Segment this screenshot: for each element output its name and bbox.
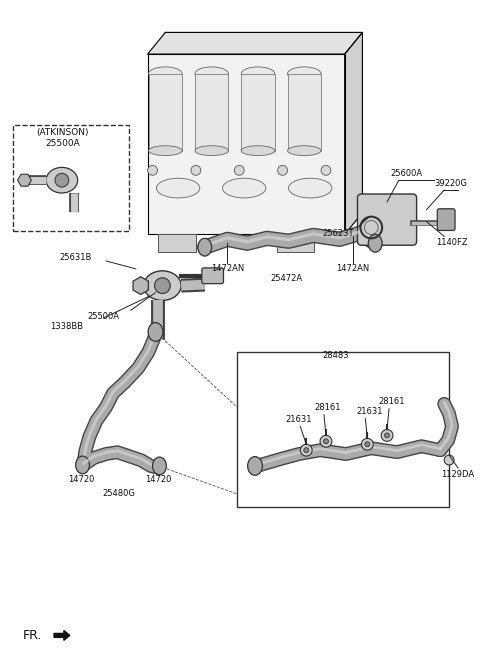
Polygon shape (54, 630, 70, 640)
Bar (241, 73, 275, 151)
Ellipse shape (153, 457, 167, 475)
Circle shape (277, 165, 288, 175)
Ellipse shape (156, 178, 200, 198)
Ellipse shape (241, 146, 275, 155)
Circle shape (384, 433, 389, 438)
Circle shape (55, 173, 69, 187)
FancyBboxPatch shape (358, 194, 417, 245)
FancyBboxPatch shape (202, 268, 224, 283)
Text: FR.: FR. (23, 629, 42, 642)
Circle shape (361, 438, 373, 450)
Text: 1472AN: 1472AN (211, 264, 244, 274)
Text: (ATKINSON): (ATKINSON) (36, 129, 89, 137)
Ellipse shape (241, 67, 275, 81)
Circle shape (324, 439, 328, 443)
Ellipse shape (288, 146, 321, 155)
Circle shape (234, 165, 244, 175)
Text: 39220G: 39220G (435, 178, 468, 188)
Text: 25600A: 25600A (391, 169, 423, 178)
Ellipse shape (368, 234, 382, 252)
Ellipse shape (288, 67, 321, 81)
Text: 1129DA: 1129DA (442, 470, 475, 480)
FancyBboxPatch shape (237, 352, 449, 507)
Text: 28161: 28161 (379, 398, 405, 407)
Polygon shape (133, 277, 148, 295)
Circle shape (191, 165, 201, 175)
Bar (195, 73, 228, 151)
Ellipse shape (76, 456, 89, 474)
Circle shape (300, 444, 312, 456)
Circle shape (381, 430, 393, 441)
Ellipse shape (148, 323, 163, 341)
Text: 14720: 14720 (69, 475, 95, 484)
Ellipse shape (149, 146, 182, 155)
Text: 21631: 21631 (356, 407, 383, 417)
Circle shape (365, 441, 370, 447)
Text: 25472A: 25472A (271, 274, 302, 283)
Circle shape (148, 165, 157, 175)
Ellipse shape (223, 178, 266, 198)
Text: 25500A: 25500A (46, 139, 80, 148)
Polygon shape (345, 32, 362, 234)
Bar (276, 234, 314, 252)
Ellipse shape (198, 238, 212, 256)
Polygon shape (148, 54, 345, 234)
Text: 28483: 28483 (323, 351, 349, 360)
Text: 25623T: 25623T (322, 229, 354, 238)
Text: 28161: 28161 (315, 403, 341, 413)
Ellipse shape (149, 67, 182, 81)
Ellipse shape (195, 146, 228, 155)
Text: 14720: 14720 (145, 475, 172, 484)
Bar (149, 73, 182, 151)
Bar (288, 73, 321, 151)
Polygon shape (148, 32, 362, 54)
FancyBboxPatch shape (437, 209, 455, 230)
Text: 25480G: 25480G (103, 489, 135, 498)
Text: 25500A: 25500A (87, 312, 119, 321)
Ellipse shape (288, 178, 332, 198)
Text: 1140FZ: 1140FZ (436, 237, 468, 247)
Circle shape (304, 447, 309, 453)
Ellipse shape (195, 67, 228, 81)
Ellipse shape (46, 167, 78, 193)
Bar (158, 234, 196, 252)
Text: 1338BB: 1338BB (50, 321, 84, 331)
Text: 21631: 21631 (285, 415, 312, 424)
Circle shape (320, 436, 332, 447)
Text: 1472AN: 1472AN (336, 264, 369, 274)
Text: 25631B: 25631B (59, 253, 92, 262)
Polygon shape (18, 174, 31, 186)
Circle shape (155, 277, 170, 293)
Circle shape (444, 455, 454, 465)
Circle shape (321, 165, 331, 175)
Ellipse shape (248, 457, 263, 476)
Ellipse shape (144, 271, 181, 300)
